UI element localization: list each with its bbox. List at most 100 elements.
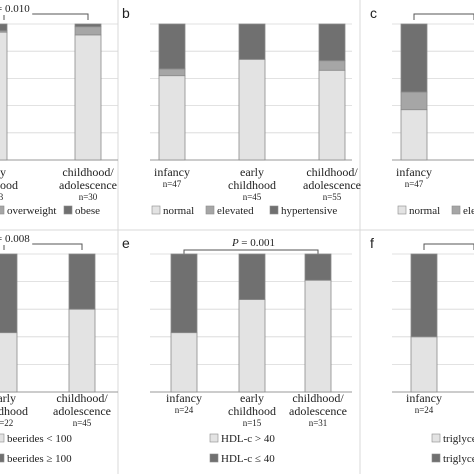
category-label: childhood/: [292, 391, 344, 405]
category-label: infancy: [166, 391, 202, 405]
sample-size-label: n=30: [79, 192, 98, 202]
legend-swatch: [431, 453, 441, 463]
bar-segment: [238, 58, 266, 161]
sample-size-label: n=24: [415, 405, 434, 415]
category-label: childhood: [0, 404, 28, 418]
bar-segment: [170, 253, 198, 334]
sample-size-label: n=47: [405, 179, 424, 189]
category-label: early: [240, 165, 264, 179]
bar-segment: [170, 332, 198, 393]
legend-label: beerides ≥ 100: [7, 453, 72, 465]
panel-letter: b: [122, 5, 130, 21]
legend-label: eleva: [463, 205, 474, 217]
bar-segment: [238, 253, 266, 300]
bar-segment: [0, 30, 8, 33]
category-label: childhood/: [62, 165, 114, 179]
bar-segment: [400, 23, 428, 93]
legend-label: HDL-c > 40: [221, 433, 275, 445]
legend-label: elevated: [217, 205, 254, 217]
bar-segment: [400, 91, 428, 111]
legend-swatch: [269, 205, 279, 215]
category-label: adolescence: [59, 178, 117, 192]
bar-segment: [318, 60, 346, 71]
bar-segment: [0, 253, 18, 334]
legend-swatch: [205, 205, 215, 215]
category-label: childhood: [0, 178, 18, 192]
p-value-label: = 0.008: [0, 233, 30, 245]
legend-swatch: [0, 205, 5, 215]
p-value-background: [0, 3, 33, 15]
legend-swatch: [0, 453, 5, 463]
sample-size-label: n=24: [175, 405, 194, 415]
significance-bracket: [3, 13, 89, 20]
sample-size-label: n=22: [0, 418, 13, 428]
sample-size-label: n=15: [243, 418, 262, 428]
p-value-background: [0, 233, 33, 245]
bar-segment: [410, 253, 438, 338]
bar-segment: [158, 75, 186, 161]
legend-label: beerides < 100: [7, 433, 72, 445]
significance-bracket: [423, 243, 474, 250]
legend-swatch: [451, 205, 461, 215]
legend-swatch: [209, 453, 219, 463]
legend-swatch: [0, 433, 5, 443]
legend-label: triglyce: [443, 433, 474, 445]
bar-segment: [0, 23, 8, 32]
legend-label: HDL-c ≤ 40: [221, 453, 275, 465]
bar-segment: [410, 336, 438, 393]
sample-size-label: n=45: [73, 418, 92, 428]
significance-bracket: [183, 249, 319, 256]
panel-letter: c: [370, 5, 377, 21]
sample-size-label: n=31: [309, 418, 328, 428]
category-label: adolescence: [53, 404, 111, 418]
category-label: childhood/: [306, 165, 358, 179]
bar-segment: [158, 23, 186, 70]
bar-segment: [304, 279, 332, 393]
p-value-background: [229, 237, 277, 249]
p-value-label: P = 0.001: [231, 237, 275, 249]
bar-segment: [318, 69, 346, 161]
category-label: infancy: [396, 165, 432, 179]
significance-bracket: [3, 243, 83, 250]
legend-swatch: [151, 205, 161, 215]
bar-segment: [158, 68, 186, 77]
panel-letter: f: [370, 235, 374, 251]
category-label: early: [240, 391, 264, 405]
sample-size-label: n=55: [323, 192, 342, 202]
bar-segment: [238, 23, 266, 60]
bar-segment: [0, 332, 18, 393]
bar-segment: [68, 253, 96, 310]
bar-segment: [74, 23, 102, 28]
category-label: infancy: [154, 165, 190, 179]
significance-bracket: [413, 13, 474, 20]
legend-label: overweight: [7, 205, 56, 217]
bar-segment: [68, 308, 96, 393]
category-label: childhood: [228, 178, 276, 192]
category-label: childhood: [228, 404, 276, 418]
bar-segment: [304, 253, 332, 281]
p-value-label: = 0.010: [0, 3, 30, 15]
category-label: early: [0, 391, 16, 405]
legend-swatch: [431, 433, 441, 443]
category-label: adolescence: [303, 178, 361, 192]
category-label: infancy: [406, 391, 442, 405]
legend-label: normal: [409, 205, 440, 217]
category-label: adolescence: [289, 404, 347, 418]
legend-label: normal: [163, 205, 194, 217]
panel-letter: e: [122, 235, 130, 251]
sample-size-label: n=47: [163, 179, 182, 189]
legend-swatch: [63, 205, 73, 215]
category-label: childhood/: [56, 391, 108, 405]
legend-label: hypertensive: [281, 205, 337, 217]
legend-label: triglyce: [443, 453, 474, 465]
legend-label: obese: [75, 205, 100, 217]
category-label: early: [0, 165, 6, 179]
legend-swatch: [209, 433, 219, 443]
